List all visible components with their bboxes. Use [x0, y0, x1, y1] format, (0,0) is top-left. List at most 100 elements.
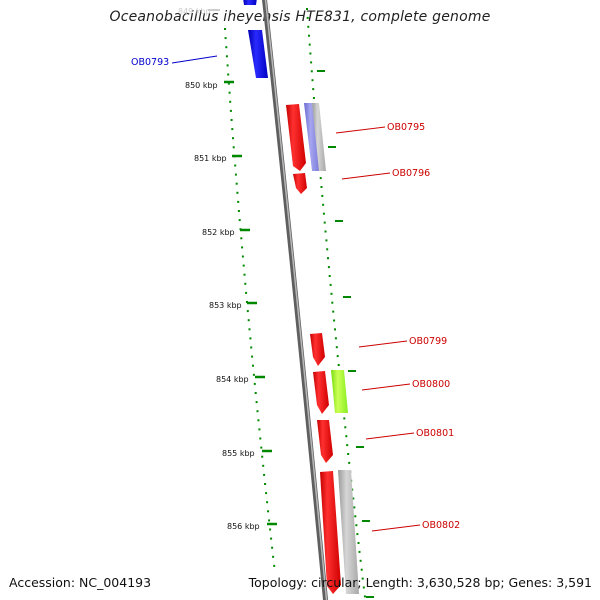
- ruler-dot: [256, 410, 259, 413]
- ruler-dot: [331, 301, 334, 304]
- gene-feature-purple[interactable]: [304, 103, 320, 171]
- gene-ob0795[interactable]: [286, 104, 306, 171]
- ruler-dot: [271, 546, 274, 549]
- ruler-dot: [241, 255, 244, 258]
- ruler-dot: [240, 237, 243, 240]
- ruler-dot: [306, 16, 309, 19]
- ruler-dot: [268, 519, 271, 522]
- ruler-dot: [320, 186, 323, 188]
- ruler-dot: [224, 28, 226, 30]
- tick-label-855: 855 kbp: [222, 449, 255, 458]
- ruler-dot: [224, 37, 227, 40]
- leader-ob0799: [358, 340, 408, 348]
- label-ob0796[interactable]: OB0796: [392, 168, 430, 179]
- ruler-dot: [255, 401, 258, 404]
- ruler-dot: [334, 328, 336, 331]
- gene-feature-gray[interactable]: [312, 103, 326, 171]
- ruler-dot: [308, 43, 311, 46]
- leader-ob0800: [361, 383, 411, 391]
- ruler-dot: [333, 319, 336, 322]
- gene-ob0796[interactable]: [293, 173, 307, 194]
- ruler-dot: [359, 559, 362, 562]
- ruler-dot: [361, 577, 364, 580]
- gene-ob0799[interactable]: [310, 333, 325, 366]
- ruler-dot: [261, 455, 264, 458]
- ruler-dot: [227, 82, 230, 85]
- ruler-dot: [327, 257, 329, 260]
- ruler-dot: [245, 291, 248, 294]
- ruler-dot: [307, 25, 310, 28]
- leader-ob0802: [371, 524, 421, 532]
- ruler-dot: [227, 73, 230, 76]
- ruler-dot: [238, 219, 241, 222]
- ruler-dot: [244, 282, 247, 285]
- ruler-dot: [234, 164, 237, 167]
- tick-label-852: 852 kbp: [202, 228, 235, 237]
- label-ob0801[interactable]: OB0801: [416, 428, 454, 439]
- ruler-dot: [329, 283, 332, 286]
- ruler-dot: [346, 444, 349, 447]
- genome-title: Oceanobacillus iheyensis HTE831, complet…: [109, 9, 491, 25]
- ruler-dot: [243, 273, 246, 276]
- label-ob0795[interactable]: OB0795: [387, 122, 425, 133]
- ruler-tick: 856 kbp: [227, 522, 277, 531]
- gene-ob0800[interactable]: [313, 371, 329, 414]
- ruler-dot: [229, 109, 232, 112]
- ruler-dot: [337, 364, 340, 366]
- ruler-dot: [310, 70, 313, 73]
- ruler-dot: [332, 310, 335, 313]
- ruler-tick: 853 kbp: [209, 301, 257, 310]
- ruler-dot: [229, 100, 232, 103]
- tick-label-854: 854 kbp: [216, 375, 249, 384]
- leader-ob0793: [171, 55, 218, 64]
- ruler-dot: [312, 88, 315, 91]
- ruler-dot: [236, 191, 239, 194]
- ruler-dot: [334, 337, 337, 340]
- ruler-tick: 852 kbp: [202, 228, 250, 237]
- gene-feature-reverse[interactable]: [243, 0, 257, 5]
- ruler-dot: [326, 248, 329, 251]
- tick-label-856: 856 kbp: [227, 522, 260, 531]
- gene-feature-green[interactable]: [331, 370, 348, 413]
- ruler-dot: [344, 426, 347, 429]
- ruler-dot: [254, 392, 257, 394]
- ruler-dot: [322, 212, 325, 215]
- ruler-dot: [260, 446, 263, 449]
- label-ob0793[interactable]: OB0793: [131, 57, 169, 68]
- ruler-dot: [251, 355, 254, 358]
- ruler-dot: [272, 555, 275, 558]
- label-ob0799[interactable]: OB0799: [409, 336, 447, 347]
- ruler-dot: [325, 239, 328, 242]
- ruler-dot: [311, 79, 314, 82]
- ruler-dot: [257, 419, 260, 422]
- leader-ob0795: [335, 126, 386, 134]
- ruler-dot: [237, 210, 240, 212]
- gene-ob0793[interactable]: [248, 30, 268, 78]
- ruler-dot: [348, 461, 351, 464]
- ruler-dot: [355, 524, 358, 527]
- label-ob0802[interactable]: OB0802: [422, 520, 460, 531]
- ruler-dot: [324, 230, 327, 233]
- ruler-dot: [335, 346, 338, 349]
- ruler-dot: [353, 506, 356, 509]
- topology-text: Topology: circular; Length: 3,630,528 bp…: [248, 575, 592, 590]
- ruler-dot: [310, 61, 313, 64]
- gene-feature-gray-lower[interactable]: [338, 470, 359, 594]
- ruler-dot: [246, 310, 249, 313]
- ruler-dash: [348, 370, 356, 372]
- ruler-dot: [248, 328, 251, 331]
- leader-ob0796: [341, 172, 391, 180]
- ruler-dot: [343, 417, 346, 420]
- ruler-dash: [362, 520, 370, 522]
- label-ob0800[interactable]: OB0800: [412, 379, 450, 390]
- ruler-dot: [225, 46, 228, 49]
- ruler-dot: [345, 435, 348, 438]
- ruler-dot: [269, 528, 272, 531]
- gene-ob0802[interactable]: [320, 471, 341, 594]
- tick-label-851: 851 kbp: [194, 154, 227, 163]
- ruler-dash: [366, 596, 374, 598]
- ruler-dot: [237, 200, 240, 203]
- gene-ob0801[interactable]: [317, 420, 333, 463]
- ruler-dot: [267, 510, 270, 513]
